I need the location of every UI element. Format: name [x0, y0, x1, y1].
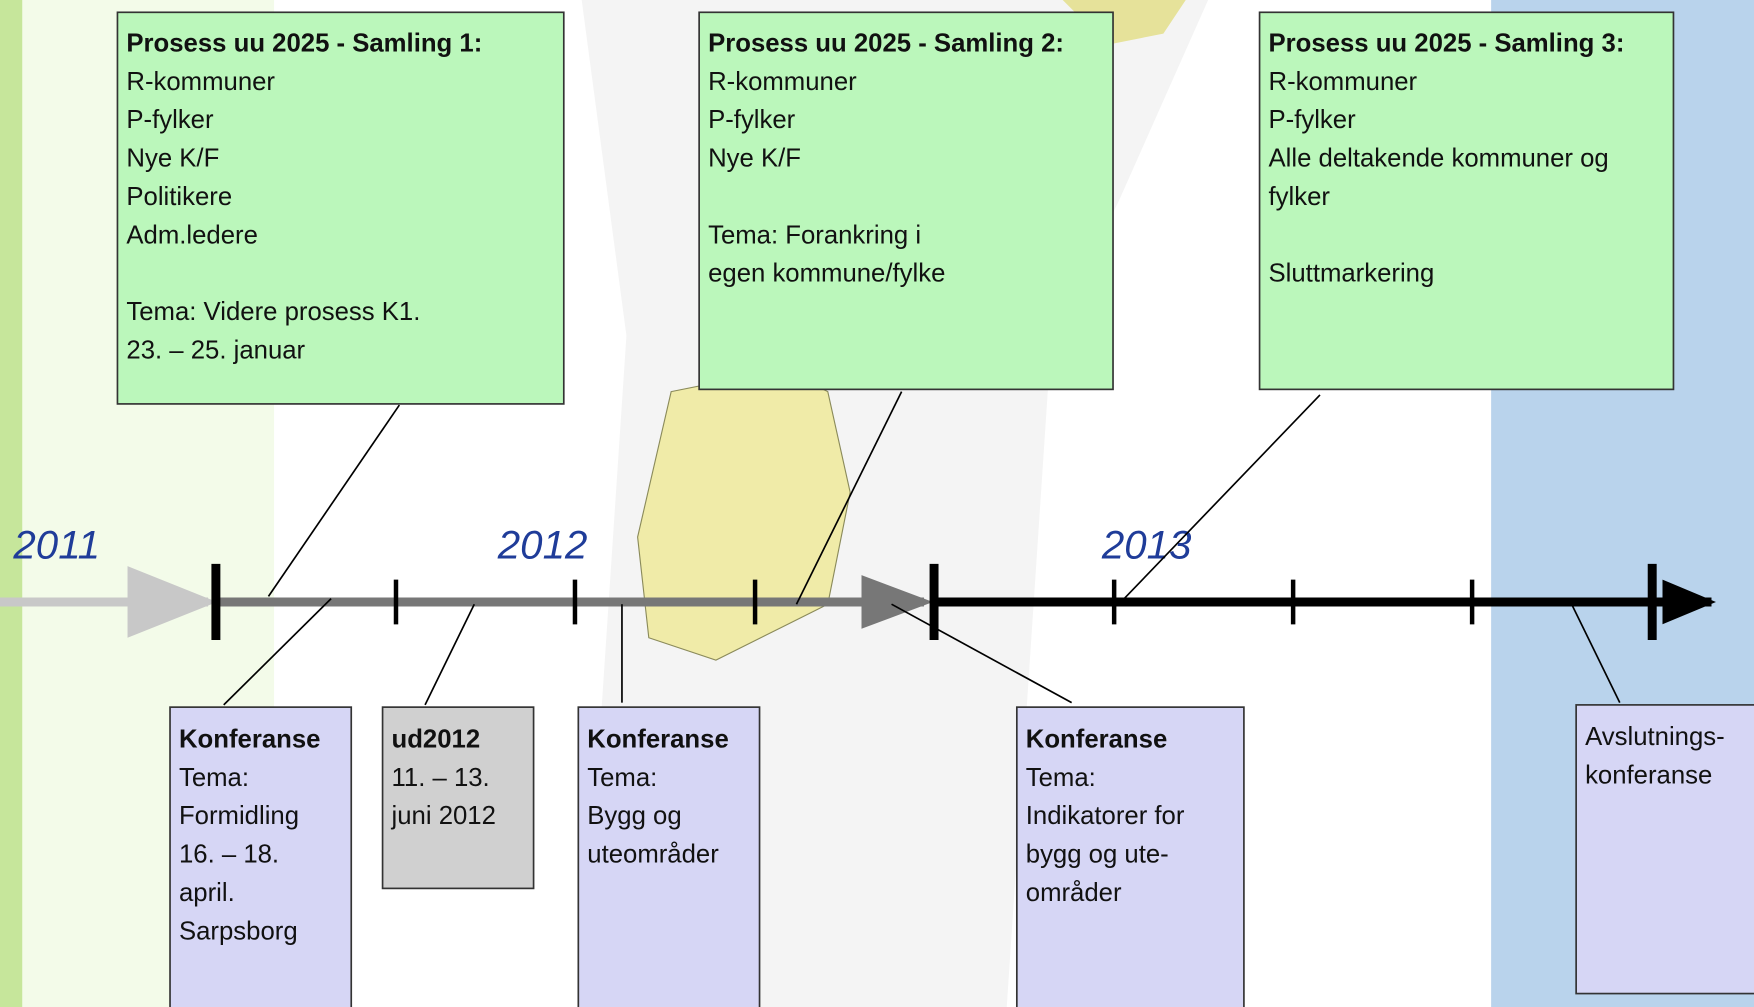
box-line: Formidling — [179, 802, 299, 830]
box-line: 23. – 25. januar — [126, 336, 305, 364]
box-line: april. — [179, 879, 235, 907]
box-line: R-kommuner — [1269, 68, 1418, 96]
box-line: konferanse — [1585, 762, 1712, 790]
box-line: Avslutnings- — [1585, 723, 1725, 751]
box-line: Adm.ledere — [126, 221, 258, 249]
box-line: P-fylker — [1269, 106, 1357, 134]
box-line: Bygg og — [587, 802, 681, 830]
year-label: 2012 — [497, 522, 588, 567]
box-line: juni 2012 — [391, 802, 496, 830]
year-label: 2011 — [12, 522, 100, 567]
box-line: Sarpsborg — [179, 917, 298, 945]
box-line: R-kommuner — [708, 68, 857, 96]
box-line: Nye K/F — [126, 145, 219, 173]
box-title: Konferanse — [587, 725, 728, 753]
box-line: områder — [1026, 879, 1122, 907]
box-line: Tema: — [179, 764, 249, 792]
box-line: Alle deltakende kommuner og — [1269, 145, 1609, 173]
box-line: fylker — [1269, 183, 1331, 211]
box-title: Prosess uu 2025 - Samling 1: — [126, 29, 482, 57]
box-title: Prosess uu 2025 - Samling 3: — [1269, 29, 1625, 57]
box-line: egen kommune/fylke — [708, 260, 945, 288]
timeline-diagram: 2011 2012 2013 Prosess uu 2025 - Samling 1:… — [0, 0, 1754, 1007]
box-line: Tema: — [587, 764, 657, 792]
box-line: Tema: Videre prosess K1. — [126, 298, 420, 326]
box-line: Sluttmarkering — [1269, 260, 1435, 288]
box-line: uteområder — [587, 841, 719, 869]
connector — [1124, 395, 1320, 599]
box-line: Politikere — [126, 183, 232, 211]
box-line: P-fylker — [708, 106, 796, 134]
connector — [425, 604, 474, 705]
box-line: Tema: Forankring i — [708, 221, 921, 249]
box-line: R-kommuner — [126, 68, 275, 96]
box-line: 16. – 18. — [179, 841, 279, 869]
box-line: Indikatorer for — [1026, 802, 1185, 830]
page: 2011 2012 2013 Prosess uu 2025 - Samling 1:… — [0, 0, 1754, 1007]
box-line: bygg og ute- — [1026, 841, 1169, 869]
box-line: 11. – 13. — [392, 764, 490, 792]
box-title: Konferanse — [1026, 725, 1167, 753]
connector — [268, 405, 399, 596]
box-line: P-fylker — [126, 106, 214, 134]
box-title: Konferanse — [179, 725, 320, 753]
box-line: Tema: — [1026, 764, 1096, 792]
box-title: ud2012 — [392, 725, 481, 753]
box-line: Nye K/F — [708, 145, 801, 173]
year-label: 2013 — [1101, 522, 1192, 567]
left-strip — [0, 0, 22, 1007]
box-title: Prosess uu 2025 - Samling 2: — [708, 29, 1064, 57]
